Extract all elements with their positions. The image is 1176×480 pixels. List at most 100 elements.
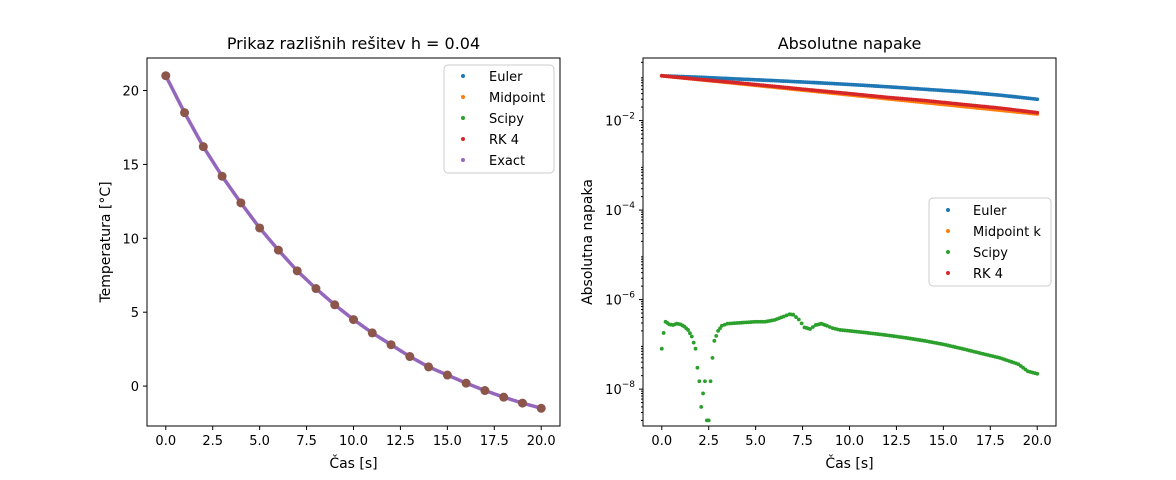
overlay-point bbox=[536, 403, 546, 413]
legend-label-exact: Exact bbox=[489, 154, 525, 169]
point-scipy bbox=[708, 379, 713, 384]
point-euler bbox=[1035, 97, 1040, 102]
point-scipy bbox=[701, 391, 705, 396]
point-scipy bbox=[794, 315, 798, 319]
point-scipy bbox=[808, 327, 812, 331]
point-scipy bbox=[659, 346, 664, 351]
legend-label-euler: Euler bbox=[489, 70, 523, 85]
y-tick-label: 10−6 bbox=[605, 291, 635, 309]
temperature-y-ticks: 0 5 10 15 20 bbox=[122, 85, 147, 395]
y-tick-label: 20 bbox=[122, 85, 139, 100]
x-tick-label: 10.0 bbox=[339, 434, 368, 449]
y-tick-label: 0 bbox=[131, 380, 139, 395]
x-tick-label: 20.0 bbox=[1023, 434, 1052, 449]
overlay-point bbox=[180, 108, 190, 118]
error-chart-title: Absolutne napake bbox=[778, 34, 922, 53]
legend2-marker-scipy bbox=[946, 250, 950, 254]
y-tick-label: 10−2 bbox=[605, 112, 635, 130]
point-scipy bbox=[697, 379, 702, 384]
overlay-point bbox=[349, 315, 358, 325]
error-legend-box bbox=[928, 197, 1052, 287]
x-tick-label: 7.5 bbox=[792, 434, 813, 449]
point-scipy bbox=[661, 331, 666, 335]
point-scipy bbox=[710, 355, 715, 360]
y-tick-label: 15 bbox=[122, 158, 139, 173]
point-rk-4 bbox=[1035, 110, 1040, 115]
temperature-points bbox=[161, 71, 546, 413]
point-scipy bbox=[693, 346, 698, 351]
legend2-marker-euler bbox=[946, 208, 950, 212]
temperature-chart-title: Prikaz razlišnih rešitev h = 0.04 bbox=[227, 34, 480, 53]
overlay-point bbox=[461, 378, 471, 388]
error-chart: 0.0 2.5 5.0 7.5 10.0 12.5 15.0 17.5 20.0 10−210−… bbox=[580, 34, 1057, 472]
overlay-point bbox=[499, 392, 509, 402]
legend-label-scipy: Scipy bbox=[489, 112, 524, 127]
x-tick-label: 12.5 bbox=[386, 434, 415, 449]
point-scipy bbox=[796, 317, 801, 322]
overlay-point bbox=[292, 266, 302, 276]
x-tick-label: 15.0 bbox=[433, 434, 462, 449]
legend-marker-euler bbox=[461, 74, 465, 78]
point-scipy bbox=[686, 328, 690, 332]
legend-label-rk4: RK 4 bbox=[489, 133, 519, 148]
x-tick-label: 17.5 bbox=[480, 434, 509, 449]
x-tick-label: 20.0 bbox=[527, 434, 556, 449]
x-tick-label: 15.0 bbox=[929, 434, 958, 449]
x-tick-label: 2.5 bbox=[698, 434, 719, 449]
overlay-point bbox=[386, 340, 396, 350]
legend2-label-rk4: RK 4 bbox=[973, 267, 1003, 282]
x-tick-label: 17.5 bbox=[976, 434, 1005, 449]
legend-marker-midpoint bbox=[461, 95, 465, 99]
x-tick-label: 5.0 bbox=[249, 434, 270, 449]
temperature-x-ticks: 0.0 2.5 5.0 7.5 10.0 12.5 15.0 17.5 20.0 bbox=[155, 426, 556, 449]
point-scipy bbox=[706, 418, 711, 423]
x-tick-label: 2.5 bbox=[202, 434, 223, 449]
overlay-point bbox=[367, 328, 377, 338]
overlay-point bbox=[517, 398, 527, 408]
overlay-point bbox=[330, 300, 340, 310]
legend-marker-rk4 bbox=[461, 137, 465, 141]
point-scipy bbox=[699, 405, 704, 409]
temperature-x-axis-label: Čas [s] bbox=[329, 454, 377, 472]
error-y-ticks: 10−2 10−4 10−6 10−8 bbox=[605, 61, 643, 421]
error-y-axis-label: Absolutna napaka bbox=[580, 179, 596, 305]
legend2-label-midpoint: Midpoint k bbox=[973, 225, 1041, 240]
error-points bbox=[659, 73, 1040, 423]
overlay-point bbox=[236, 198, 246, 208]
y-tick-label: 10 bbox=[122, 232, 139, 247]
legend-marker-exact bbox=[461, 158, 465, 162]
overlay-point bbox=[161, 71, 171, 81]
overlay-point bbox=[273, 245, 283, 255]
point-scipy bbox=[810, 325, 815, 329]
point-scipy bbox=[691, 340, 696, 345]
y-tick-label: 10−4 bbox=[605, 201, 635, 219]
legend2-label-scipy: Scipy bbox=[973, 246, 1008, 261]
x-tick-label: 5.0 bbox=[745, 434, 766, 449]
x-tick-label: 0.0 bbox=[155, 434, 176, 449]
temperature-legend: Euler Midpoint Scipy RK 4 Exact bbox=[443, 64, 555, 174]
x-tick-label: 7.5 bbox=[296, 434, 317, 449]
error-x-axis-label: Čas [s] bbox=[825, 454, 873, 472]
point-scipy bbox=[688, 331, 692, 336]
temperature-legend-box bbox=[443, 64, 555, 174]
point-scipy bbox=[799, 321, 804, 326]
y-tick-label: 10−8 bbox=[605, 380, 635, 398]
overlay-point bbox=[480, 386, 490, 396]
legend2-marker-midpoint bbox=[946, 229, 950, 233]
legend-label-midpoint: Midpoint bbox=[489, 91, 545, 106]
overlay-point bbox=[198, 142, 208, 152]
legend2-marker-rk4 bbox=[946, 271, 950, 275]
overlay-point bbox=[217, 171, 227, 181]
point-scipy bbox=[712, 338, 717, 343]
error-legend: Euler Midpoint k Scipy RK 4 bbox=[928, 197, 1052, 287]
x-tick-label: 0.0 bbox=[651, 434, 672, 449]
point-scipy bbox=[703, 379, 707, 384]
y-tick-label: 5 bbox=[131, 306, 139, 321]
point-scipy bbox=[714, 333, 719, 338]
error-x-ticks: 0.0 2.5 5.0 7.5 10.0 12.5 15.0 17.5 20.0 bbox=[651, 426, 1052, 449]
overlay-point bbox=[255, 223, 265, 233]
point-scipy bbox=[791, 312, 796, 317]
point-scipy bbox=[689, 334, 694, 339]
point-scipy bbox=[1035, 371, 1040, 376]
